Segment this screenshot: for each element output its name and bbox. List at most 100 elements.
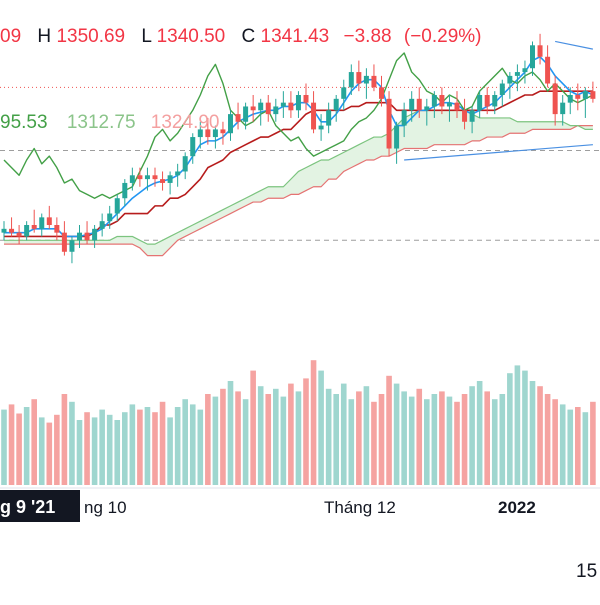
volume-bar (250, 370, 256, 485)
volume-bar (424, 399, 430, 485)
candles-layer (1, 33, 596, 264)
volume-bar (122, 412, 128, 485)
volume-bar (529, 381, 536, 485)
volume-bar (227, 381, 234, 485)
volume-bar (408, 396, 415, 485)
candle-body (582, 91, 588, 99)
ichimoku-value-2: 1312.75 (67, 112, 136, 133)
legend-change-pct: (−0.29%) (404, 26, 482, 47)
volume-bar (295, 391, 302, 485)
volume-bar (167, 417, 173, 485)
volume-bar (333, 394, 339, 485)
candle-body (77, 232, 82, 241)
volume-bar (174, 407, 181, 485)
volume-bar (491, 399, 498, 485)
volume-bar (189, 404, 196, 485)
volume-bar (469, 386, 475, 485)
candle-body (439, 95, 445, 107)
candle-body (394, 125, 400, 149)
legend-change: −3.88 (344, 26, 392, 47)
volume-bar (159, 401, 166, 485)
candle-body (590, 91, 596, 99)
candle-body (552, 83, 558, 115)
candle-body (477, 95, 483, 111)
candle-body (454, 102, 460, 111)
volume-bar (106, 414, 113, 485)
volume-bar (144, 407, 151, 485)
leading-span-b-line (4, 124, 593, 257)
svg-text:95.53 1312.75: 95.53 1312.75 1324.90 (0, 112, 219, 133)
candle-body (446, 102, 452, 107)
volume-bar (582, 412, 589, 485)
candle-body (61, 232, 67, 252)
candle-body (114, 198, 120, 214)
legend-open-tail: 09 (0, 26, 21, 47)
legend-low-value: 1340.50 (157, 26, 226, 47)
volume-bar (99, 409, 105, 485)
candle-body (537, 45, 543, 57)
volume-bar (393, 383, 400, 485)
candle-body (567, 95, 573, 103)
candle-body (220, 129, 226, 134)
candle-body (122, 182, 128, 199)
ohlc-legend: 09 H 1350.69 L 1340.50 C 1341.43 −3.88 (… (0, 26, 482, 47)
volume-bar (439, 391, 445, 485)
volume-bar (559, 404, 566, 485)
volume-bar (310, 360, 317, 485)
volume-bar (484, 391, 490, 485)
candle-body (160, 179, 166, 183)
volume-bar (114, 420, 121, 485)
candle-body (288, 102, 294, 111)
volume-bar (363, 386, 370, 485)
volume-bar (507, 373, 513, 485)
candle-body (175, 171, 181, 176)
ichimoku-value-3: 1324.90 (151, 112, 220, 133)
time-axis-label-dec: Tháng 12 (324, 498, 396, 517)
footer-date-fragment: 15 (576, 561, 597, 582)
candle-body (311, 102, 317, 130)
volume-bar (212, 396, 219, 485)
candle-body (379, 87, 384, 99)
ichimoku-cloud-layer (4, 110, 593, 256)
volume-bar (220, 388, 226, 485)
candle-body (24, 225, 30, 237)
candle-body (265, 102, 271, 115)
candle-body (371, 75, 377, 88)
candle-body (92, 228, 98, 241)
volume-bar (8, 404, 15, 485)
volume-bar (288, 383, 294, 485)
candle-body (54, 225, 60, 233)
candle-body (386, 98, 392, 149)
volume-bar (38, 417, 45, 485)
time-axis: g 9 '21 ng 10 Tháng 12 2022 (0, 487, 600, 522)
volume-bar (273, 388, 279, 485)
candle-body (273, 106, 279, 115)
candle-body (1, 228, 7, 233)
volume-bar (152, 412, 158, 485)
candle-body (9, 228, 15, 233)
candle-body (356, 72, 362, 84)
candle-body (205, 129, 211, 138)
volume-bar (416, 388, 423, 485)
candle-body (318, 125, 324, 130)
volume-bar (378, 394, 385, 485)
candle-body (333, 98, 339, 111)
candle-body (144, 175, 150, 180)
trendline (555, 40, 594, 50)
candle-body (409, 98, 415, 111)
candle-body (348, 72, 354, 88)
volume-bar (431, 394, 438, 485)
volume-bar (31, 399, 37, 485)
legend-close-label: C (242, 26, 256, 47)
volume-bar (356, 391, 362, 485)
ichimoku-legend: 95.53 1312.75 1324.90 (0, 112, 219, 133)
candle-body (137, 175, 143, 180)
candle-body (492, 95, 498, 107)
candle-body (31, 225, 37, 229)
candle-body (46, 217, 52, 225)
candle-body (560, 102, 566, 115)
legend-high-value: 1350.69 (56, 26, 125, 47)
candle-body (514, 72, 520, 76)
